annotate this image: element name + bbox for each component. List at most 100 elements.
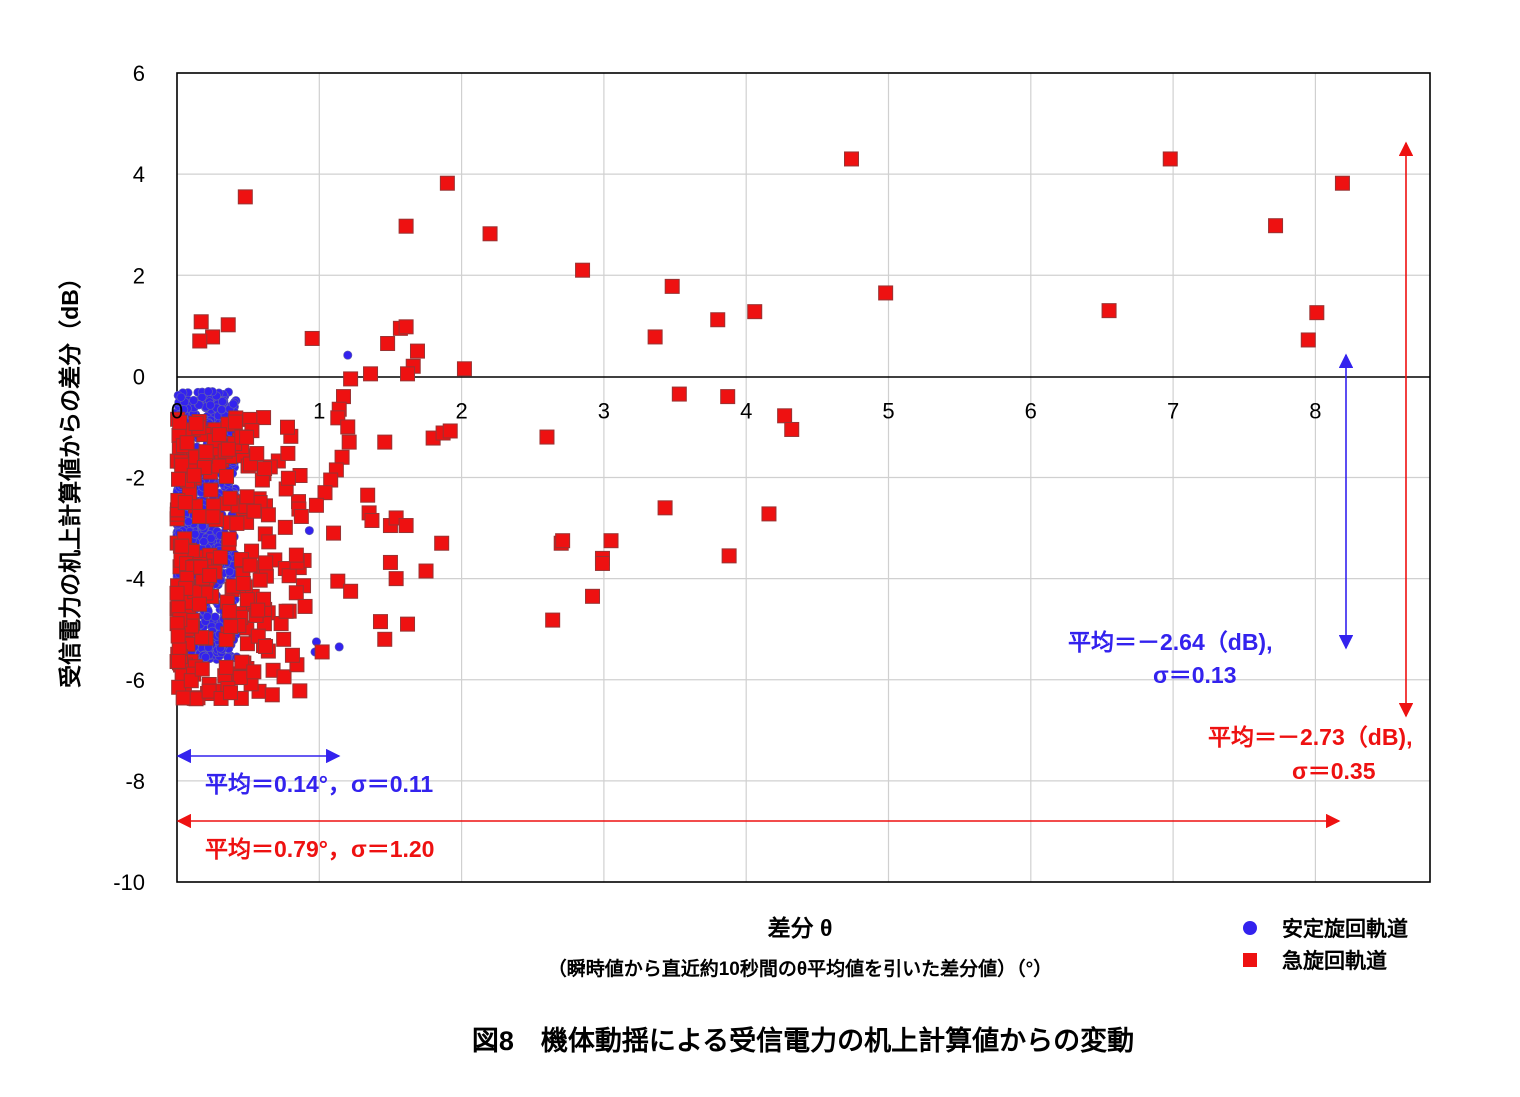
rapid-point	[314, 644, 330, 660]
rapid-point	[280, 445, 296, 461]
stable-y-stats-line1: 平均＝－2.64（dB),	[1068, 629, 1272, 655]
rapid-point	[188, 691, 204, 707]
rapid-point	[221, 603, 237, 619]
rapid-point	[188, 415, 204, 431]
rapid-point	[261, 534, 277, 550]
y-tick-labels: 6 4 2 0 -2 -4 -6 -8 -10	[113, 61, 145, 895]
rapid-point	[594, 555, 610, 571]
y-tick-label: 6	[133, 61, 145, 86]
rapid-point	[761, 506, 777, 522]
rapid-point	[585, 588, 601, 604]
rapid-point	[377, 434, 393, 450]
stable-point	[206, 533, 216, 543]
legend-stable-marker	[1243, 921, 1257, 935]
rapid-point	[276, 669, 292, 685]
rapid-point	[657, 500, 673, 516]
stable-point	[205, 400, 215, 410]
rapid-point	[1309, 305, 1325, 321]
legend-rapid-label: 急旋回軌道	[1282, 949, 1387, 973]
rapid-point	[317, 485, 333, 501]
rapid-point	[222, 685, 238, 701]
legend: 安定旋回軌道 急旋回軌道	[1243, 917, 1408, 973]
rapid-point	[721, 548, 737, 564]
rapid-point	[249, 446, 265, 462]
y-axis-label: 受信電力の机上計算値からの差分（dB）	[57, 266, 83, 688]
rapid-point	[277, 519, 293, 535]
rapid-point	[341, 434, 357, 450]
rapid-point	[539, 429, 555, 445]
x-tick-label: 7	[1167, 398, 1179, 423]
stable-point	[304, 526, 314, 536]
rapid-point	[1101, 303, 1117, 319]
rapid-point	[279, 419, 295, 435]
rapid-point	[220, 317, 236, 333]
rapid-point	[360, 487, 376, 503]
rapid-point	[179, 435, 195, 451]
rapid-point	[326, 525, 342, 541]
rapid-point	[237, 189, 253, 205]
rapid-point	[256, 410, 272, 426]
rapid-point	[239, 489, 255, 505]
rapid-point	[258, 555, 274, 571]
stable-point	[218, 397, 228, 407]
rapid-point	[377, 631, 393, 647]
rapid-point	[671, 386, 687, 402]
rapid-point	[169, 585, 185, 601]
stable-x-stats: 平均＝0.14°，σ＝0.11	[205, 771, 433, 797]
rapid-point	[223, 619, 239, 635]
rapid-point	[227, 414, 243, 430]
rapid-point	[664, 278, 680, 294]
rapid-point	[170, 653, 186, 669]
rapid-point	[878, 285, 894, 301]
rapid-point	[281, 568, 297, 584]
rapid-point	[1300, 332, 1316, 348]
rapid-point	[784, 421, 800, 437]
rapid-point	[183, 673, 199, 689]
rapid-point	[260, 507, 276, 523]
legend-rapid-marker	[1243, 953, 1257, 967]
rapid-point	[205, 329, 221, 345]
rapid-point	[276, 631, 292, 647]
rapid-point	[232, 670, 248, 686]
rapid-point	[1268, 218, 1284, 234]
rapid-point	[372, 614, 388, 630]
rapid-y-stats-line1: 平均＝－2.73（dB),	[1208, 724, 1412, 750]
y-tick-label: 2	[133, 263, 145, 288]
rapid-point	[388, 571, 404, 587]
rapid-point	[439, 175, 455, 191]
rapid-point	[220, 441, 236, 457]
rapid-point	[380, 336, 396, 352]
rapid-point	[398, 319, 414, 335]
rapid-point	[400, 616, 416, 632]
stable-point	[228, 399, 238, 409]
rapid-point	[409, 343, 425, 359]
rapid-point	[205, 509, 221, 525]
stable-point	[199, 537, 209, 547]
rapid-point	[192, 333, 208, 349]
stable-point	[225, 567, 235, 577]
rapid-point	[278, 603, 294, 619]
y-tick-label: -8	[125, 769, 145, 794]
x-tick-label: 3	[598, 398, 610, 423]
rapid-point	[363, 366, 379, 382]
rapid-point	[555, 533, 571, 549]
rapid-point	[219, 468, 235, 484]
y-tick-label: 0	[133, 364, 145, 389]
rapid-point	[186, 467, 202, 483]
rapid-point	[193, 314, 209, 330]
rapid-point	[229, 515, 245, 531]
figure-caption: 図8 機体動揺による受信電力の机上計算値からの変動	[472, 1025, 1134, 1056]
rapid-point	[250, 602, 266, 618]
rapid-point	[308, 497, 324, 513]
rapid-point	[335, 389, 351, 405]
rapid-point	[434, 535, 450, 551]
rapid-point	[239, 429, 255, 445]
rapid-point	[177, 495, 193, 511]
y-tick-label: 4	[133, 162, 145, 187]
x-tick-label: 8	[1309, 398, 1321, 423]
rapid-point	[194, 630, 210, 646]
rapid-point	[234, 654, 250, 670]
rapid-point	[1334, 175, 1350, 191]
rapid-point	[198, 444, 214, 460]
rapid-point	[340, 419, 356, 435]
